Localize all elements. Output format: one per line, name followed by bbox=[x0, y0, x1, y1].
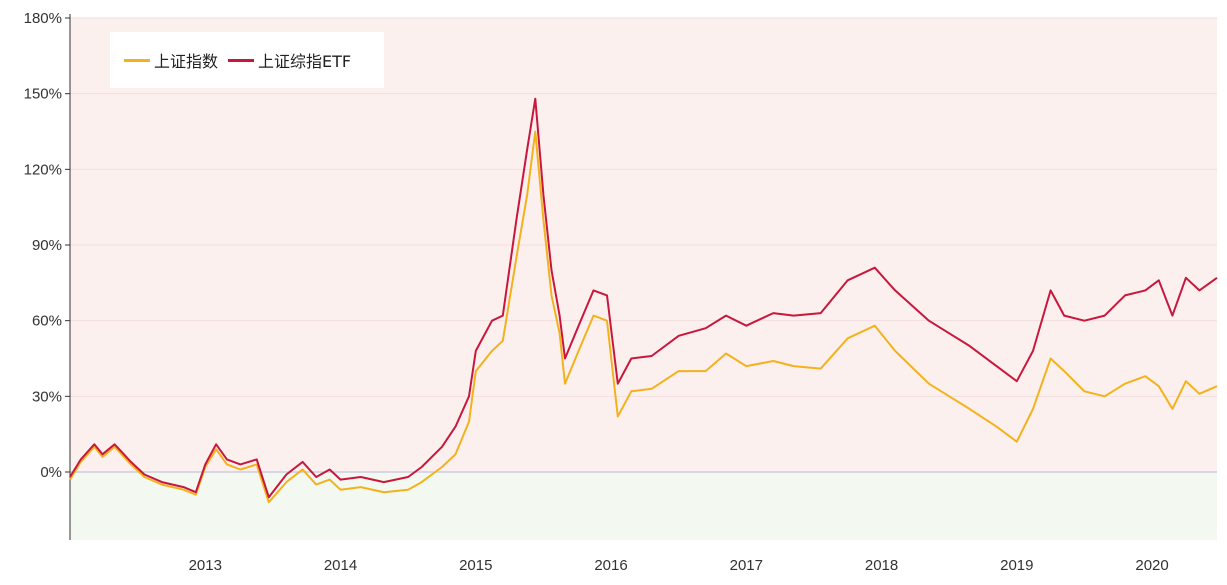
series-line-1 bbox=[69, 97, 1218, 499]
x-tick-label-4: 2017 bbox=[730, 557, 763, 574]
series-line-0 bbox=[69, 130, 1218, 504]
y-tick-label-5: 30% bbox=[32, 388, 62, 405]
y-tick-label-2: 120% bbox=[24, 161, 62, 178]
x-ticks: 2013 2014 2015 2016 2017 2018 2019 2020 bbox=[189, 557, 1169, 574]
y-tick-label-1: 150% bbox=[24, 86, 62, 103]
legend-item-sse-index[interactable]: 上证指数 bbox=[124, 48, 218, 72]
x-tick-label-1: 2014 bbox=[324, 557, 357, 574]
legend-label-sse-index: 上证指数 bbox=[154, 52, 219, 71]
legend: 上证指数 上证综指ETF bbox=[110, 32, 384, 88]
x-tick-label-3: 2016 bbox=[594, 557, 627, 574]
y-tick-label-0: 180% bbox=[24, 10, 62, 27]
x-tick-label-5: 2018 bbox=[865, 557, 898, 574]
legend-swatch-sse-index bbox=[124, 58, 150, 62]
y-tick-label-4: 60% bbox=[32, 313, 62, 330]
legend-item-sse-etf[interactable]: 上证综指ETF bbox=[228, 48, 351, 72]
y-tick-label-3: 90% bbox=[32, 237, 62, 254]
negative-region bbox=[70, 472, 1217, 540]
legend-swatch-sse-etf bbox=[228, 58, 255, 62]
legend-label-sse-etf: 上证综指ETF bbox=[258, 52, 352, 71]
series-lines bbox=[69, 97, 1218, 504]
y-tick-label-6: 0% bbox=[40, 464, 62, 481]
y-ticks: 180% 150% 120% 90% 60% 30% 0% bbox=[24, 10, 70, 481]
x-tick-label-7: 2020 bbox=[1135, 557, 1168, 574]
x-tick-label-6: 2019 bbox=[1000, 557, 1033, 574]
x-tick-label-0: 2013 bbox=[189, 557, 222, 574]
gridlines bbox=[70, 17, 1217, 397]
x-tick-label-2: 2015 bbox=[459, 557, 492, 574]
